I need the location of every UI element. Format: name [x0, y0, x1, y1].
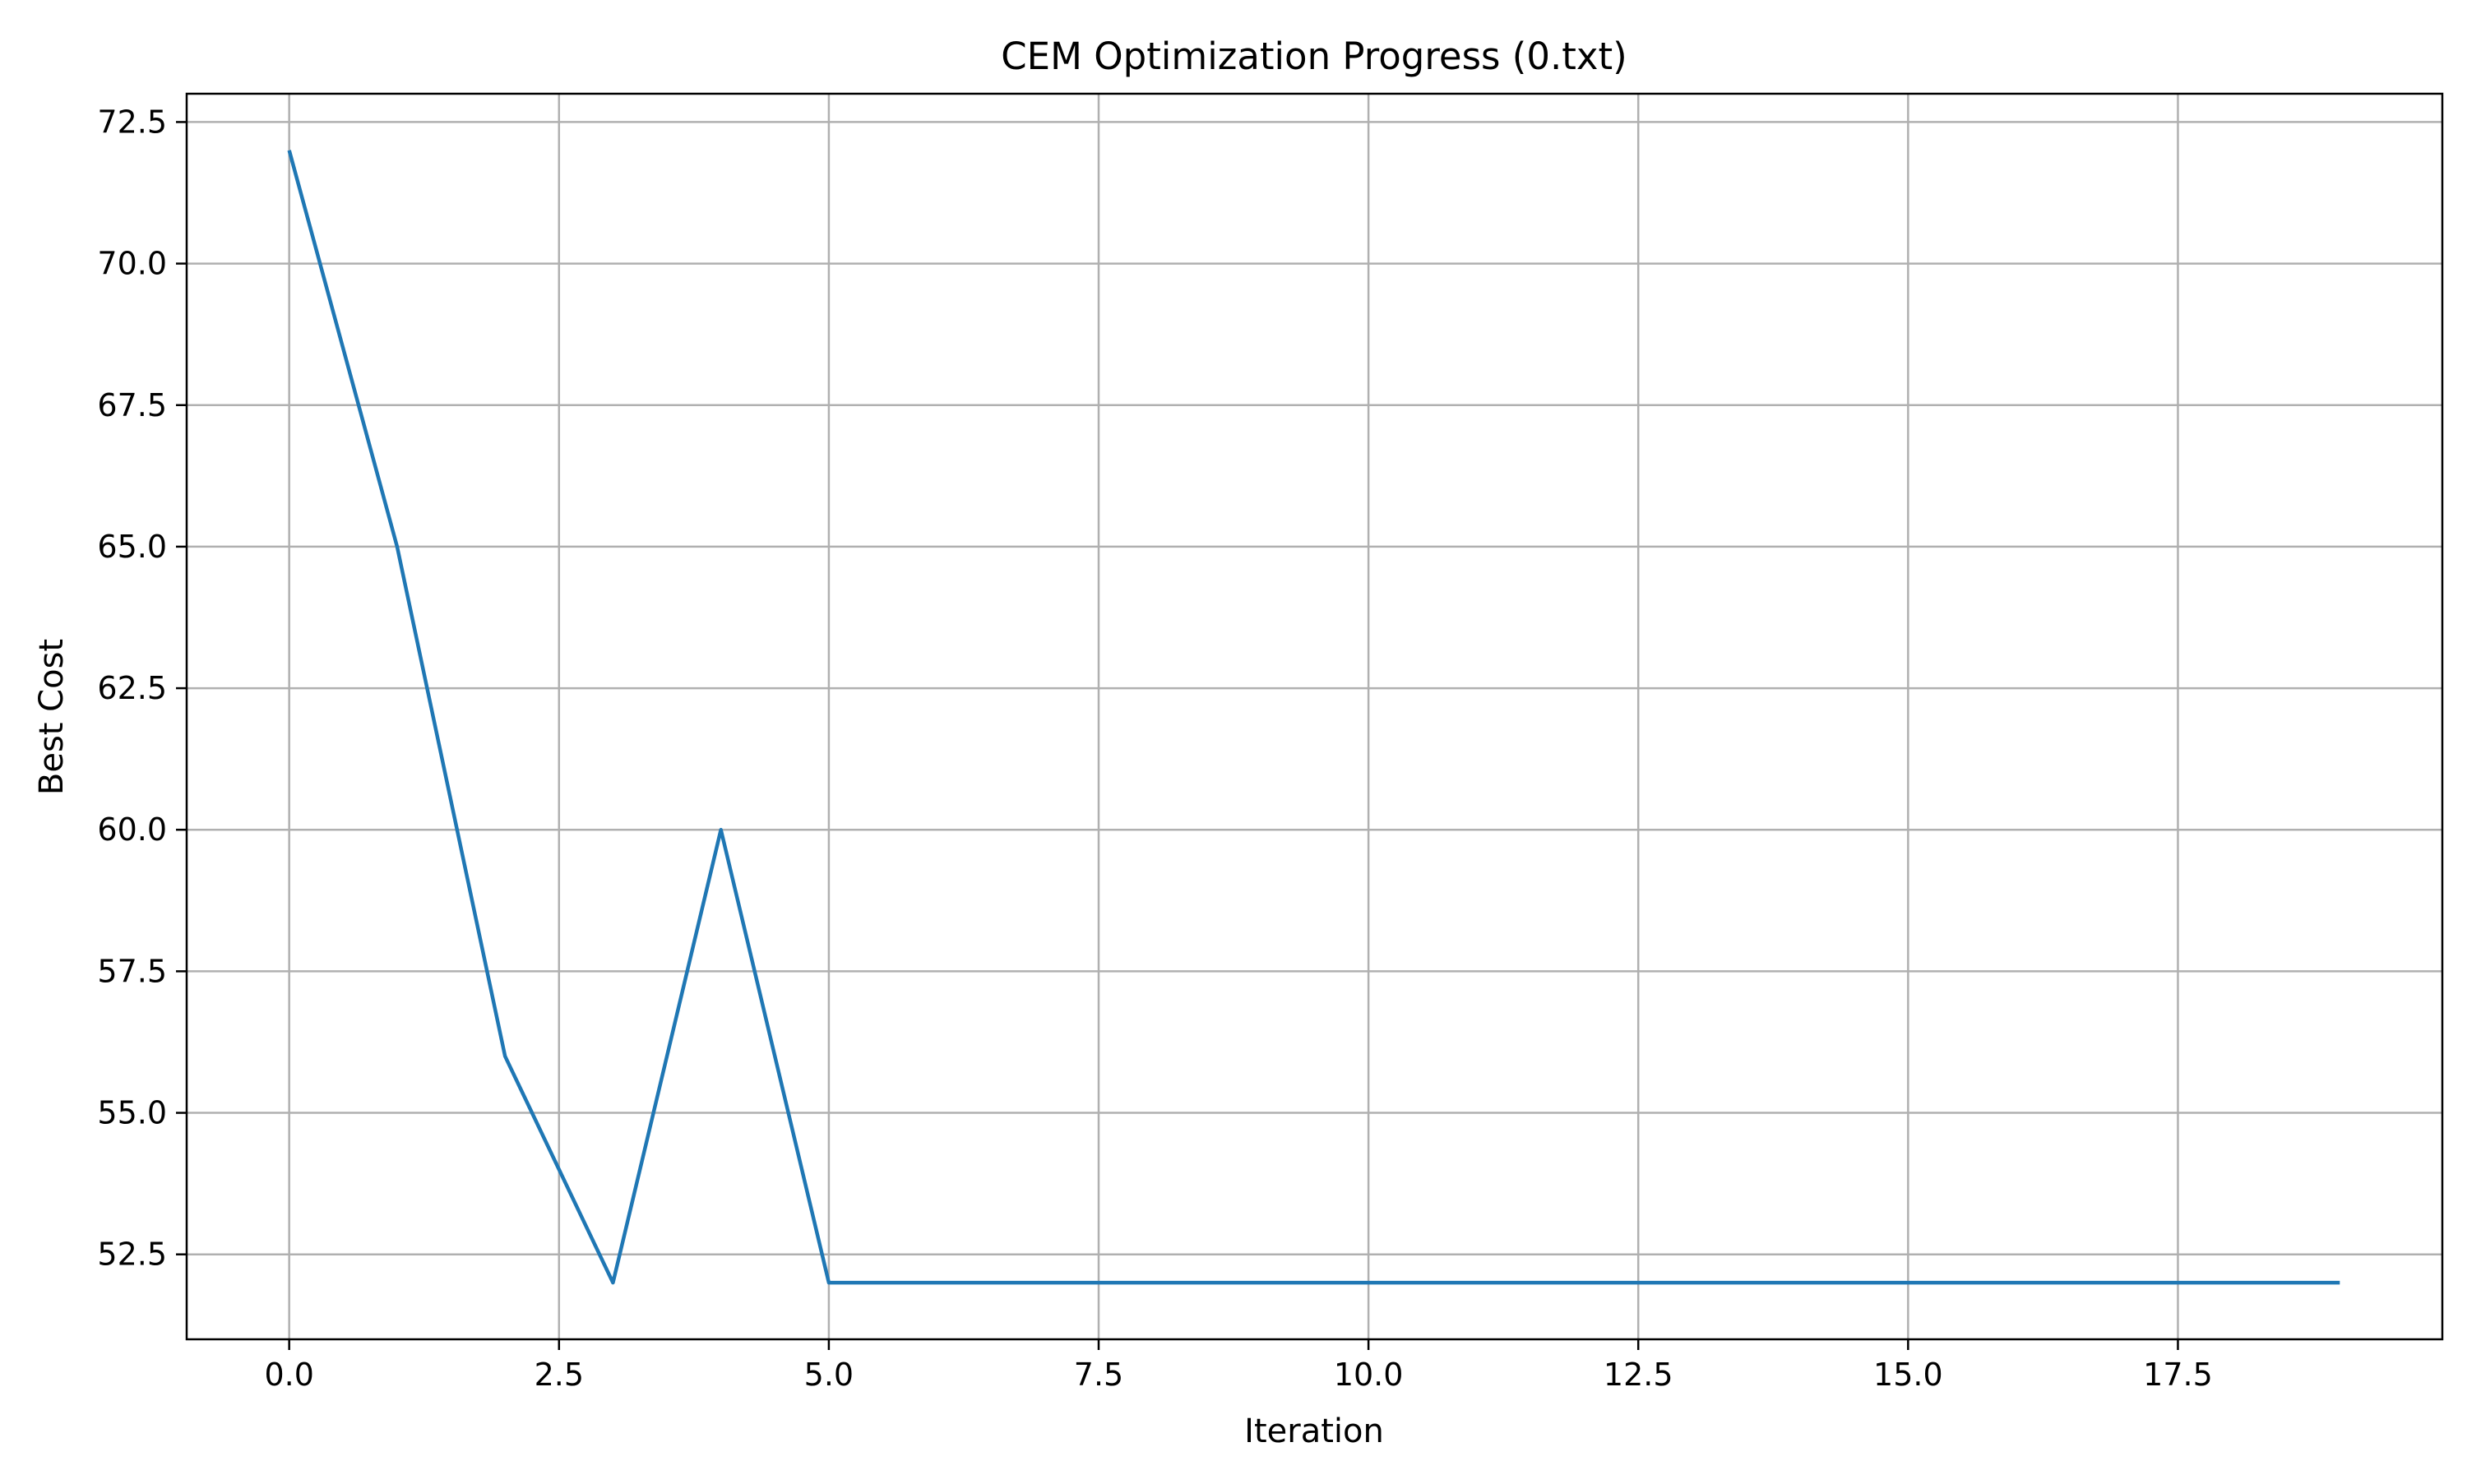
y-tick-label: 57.5 [97, 953, 167, 989]
x-tick-label: 7.5 [1074, 1357, 1123, 1393]
y-tick-label: 55.0 [97, 1095, 167, 1131]
x-tick-label: 0.0 [264, 1357, 313, 1393]
x-axis-label: Iteration [1244, 1412, 1384, 1450]
x-tick-label: 15.0 [1873, 1357, 1943, 1393]
x-tick-label: 2.5 [535, 1357, 584, 1393]
y-axis-label: Best Cost [33, 639, 71, 795]
x-tick-label: 10.0 [1334, 1357, 1404, 1393]
x-tick-label: 5.0 [804, 1357, 854, 1393]
y-tick-label: 65.0 [97, 529, 167, 565]
y-tick-label: 62.5 [97, 670, 167, 706]
chart-title: CEM Optimization Progress (0.txt) [1001, 35, 1627, 78]
y-tick-label: 52.5 [97, 1237, 167, 1273]
y-tick-label: 70.0 [97, 246, 167, 282]
y-tick-label: 67.5 [97, 387, 167, 423]
x-tick-label: 12.5 [1604, 1357, 1673, 1393]
x-tick-label: 17.5 [2143, 1357, 2213, 1393]
y-tick-label: 72.5 [97, 104, 167, 140]
y-tick-label: 60.0 [97, 811, 167, 848]
